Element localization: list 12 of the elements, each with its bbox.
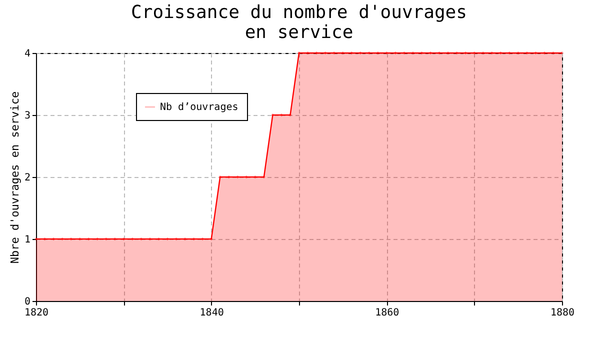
y-axis-title: Nbre d'ouvrages en service [8,91,22,264]
y-tick-label: 2 [24,172,30,184]
y-tick-label: 3 [24,110,30,122]
chart-title: Croissance du nombre d'ouvrages en service [131,2,467,43]
x-tick-label: 1840 [200,308,224,318]
x-tick-label: 1860 [375,308,400,318]
legend-label: Nb d’ouvrages [160,102,238,113]
x-tick-label: 1820 [24,308,49,318]
y-tick-label: 4 [24,48,30,60]
x-tick-label: 1880 [550,308,575,318]
y-tick-label: 0 [24,296,30,308]
y-tick-label: 1 [24,234,30,246]
